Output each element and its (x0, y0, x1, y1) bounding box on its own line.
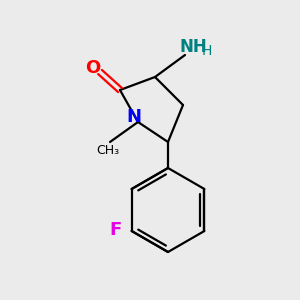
Text: NH: NH (179, 38, 207, 56)
Text: N: N (127, 108, 142, 126)
Text: O: O (85, 59, 100, 77)
Text: F: F (110, 221, 122, 239)
Text: CH₃: CH₃ (96, 143, 120, 157)
Text: H: H (202, 44, 212, 58)
